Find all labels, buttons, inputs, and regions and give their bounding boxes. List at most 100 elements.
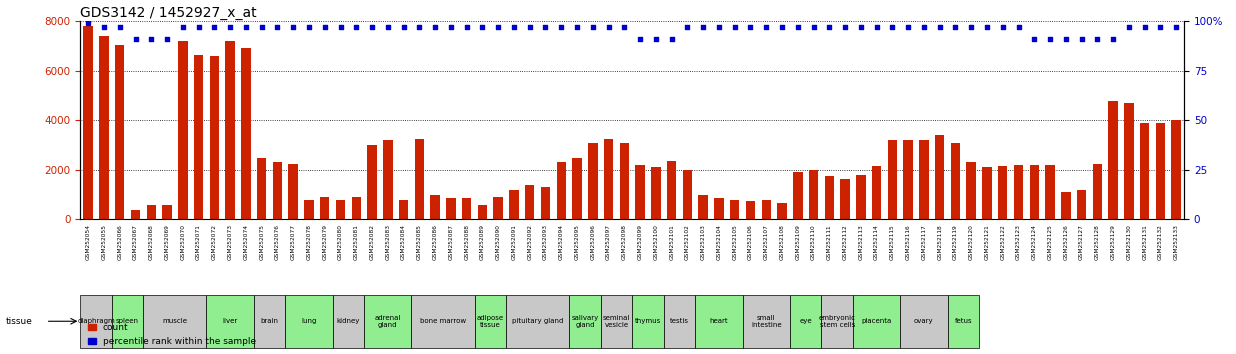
Bar: [399, 200, 408, 219]
Text: liver: liver: [222, 318, 237, 324]
Point: [173, 24, 193, 30]
Text: GSM252102: GSM252102: [685, 224, 690, 260]
Bar: [948, 295, 979, 348]
Legend: count, percentile rank within the sample: count, percentile rank within the sample: [85, 320, 260, 349]
Text: GSM252086: GSM252086: [433, 224, 438, 260]
Point: [850, 24, 870, 30]
Text: GSM252106: GSM252106: [748, 224, 753, 260]
Text: GSM252094: GSM252094: [559, 224, 564, 260]
Point: [929, 24, 949, 30]
Text: GSM252089: GSM252089: [480, 224, 485, 260]
Text: GSM252100: GSM252100: [654, 224, 659, 260]
Text: GSM252132: GSM252132: [1158, 224, 1163, 260]
Bar: [745, 201, 755, 219]
Point: [472, 24, 492, 30]
Point: [866, 24, 886, 30]
Point: [204, 24, 224, 30]
Point: [362, 24, 382, 30]
Text: GSM252077: GSM252077: [290, 224, 295, 260]
Text: GSM252072: GSM252072: [211, 224, 216, 260]
Point: [1072, 36, 1091, 42]
Text: GSM252119: GSM252119: [953, 224, 958, 260]
Bar: [286, 295, 332, 348]
Point: [614, 24, 634, 30]
Point: [883, 24, 902, 30]
Bar: [794, 172, 802, 219]
Text: GSM252091: GSM252091: [512, 224, 517, 260]
Point: [1056, 36, 1075, 42]
Point: [899, 24, 918, 30]
Text: GSM252117: GSM252117: [921, 224, 927, 260]
Bar: [143, 295, 206, 348]
Point: [1088, 36, 1107, 42]
Bar: [904, 140, 913, 219]
Text: heart: heart: [709, 318, 728, 324]
Point: [141, 36, 161, 42]
Point: [567, 24, 587, 30]
Bar: [320, 197, 330, 219]
Bar: [664, 295, 696, 348]
Text: tissue: tissue: [6, 317, 33, 326]
Bar: [934, 135, 944, 219]
Text: muscle: muscle: [162, 318, 188, 324]
Bar: [304, 200, 314, 219]
Point: [267, 24, 287, 30]
Point: [661, 36, 681, 42]
Bar: [477, 205, 487, 219]
Text: GSM252129: GSM252129: [1111, 224, 1116, 260]
Bar: [1109, 101, 1117, 219]
Text: GSM252099: GSM252099: [638, 224, 643, 260]
Point: [378, 24, 398, 30]
Bar: [225, 41, 235, 219]
Bar: [99, 36, 109, 219]
Text: GSM252069: GSM252069: [164, 224, 169, 260]
Bar: [967, 162, 976, 219]
Text: GSM252076: GSM252076: [274, 224, 279, 260]
Text: GSM252054: GSM252054: [85, 224, 90, 260]
Text: GSM252125: GSM252125: [1048, 224, 1053, 260]
Point: [488, 24, 508, 30]
Bar: [983, 167, 991, 219]
Text: GSM252071: GSM252071: [197, 224, 201, 260]
Bar: [241, 48, 251, 219]
Bar: [1060, 192, 1070, 219]
Text: GSM252124: GSM252124: [1032, 224, 1037, 260]
Point: [946, 24, 965, 30]
Point: [677, 24, 697, 30]
Point: [394, 24, 414, 30]
Point: [646, 36, 666, 42]
Text: GSM252090: GSM252090: [496, 224, 501, 260]
Text: lung: lung: [302, 318, 316, 324]
Point: [520, 24, 540, 30]
Point: [157, 36, 177, 42]
Text: adrenal
gland: adrenal gland: [375, 315, 400, 328]
Text: GSM252120: GSM252120: [969, 224, 974, 260]
Point: [409, 24, 429, 30]
Text: diaphragm: diaphragm: [77, 318, 115, 324]
Point: [441, 24, 461, 30]
Bar: [824, 176, 834, 219]
Bar: [808, 170, 818, 219]
Text: GSM252107: GSM252107: [764, 224, 769, 260]
Bar: [1156, 123, 1166, 219]
Text: GSM252087: GSM252087: [449, 224, 454, 260]
Text: GSM252130: GSM252130: [1126, 224, 1131, 260]
Text: GSM252127: GSM252127: [1079, 224, 1084, 260]
Bar: [332, 295, 365, 348]
Point: [740, 24, 760, 30]
Point: [819, 24, 839, 30]
Bar: [1125, 103, 1133, 219]
Text: GSM252108: GSM252108: [780, 224, 785, 260]
Bar: [446, 198, 456, 219]
Bar: [682, 170, 692, 219]
Text: GSM252075: GSM252075: [260, 224, 265, 260]
Bar: [210, 56, 219, 219]
Text: kidney: kidney: [336, 318, 360, 324]
Text: GSM252083: GSM252083: [386, 224, 391, 260]
Point: [978, 24, 997, 30]
Bar: [871, 166, 881, 219]
Bar: [714, 198, 723, 219]
Text: GSM252098: GSM252098: [622, 224, 627, 260]
Text: GSM252085: GSM252085: [417, 224, 421, 260]
Point: [1104, 36, 1124, 42]
